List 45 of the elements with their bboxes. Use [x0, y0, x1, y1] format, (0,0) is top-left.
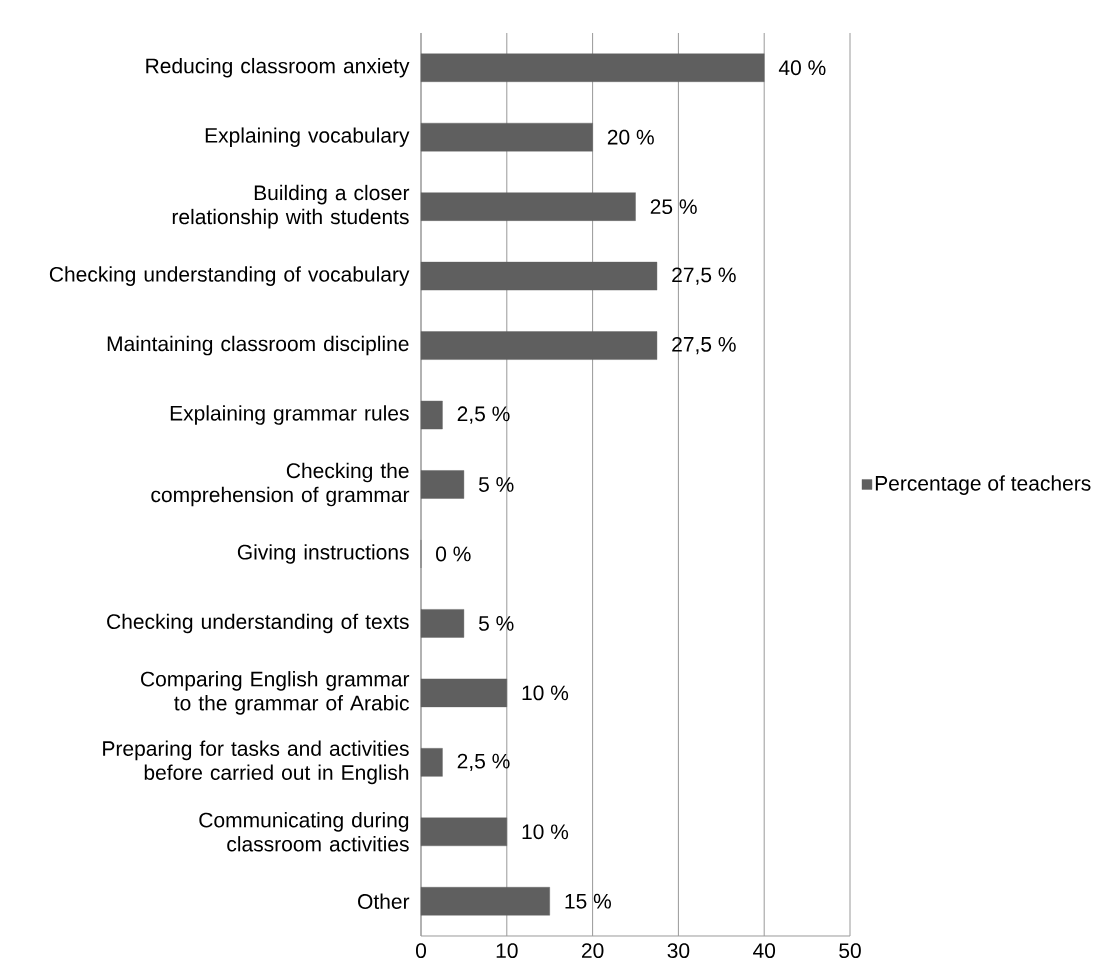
bar	[420, 400, 443, 430]
y-tick-label: Checking understanding of texts	[107, 613, 409, 634]
bar	[420, 53, 765, 82]
y-tick-label: Checking understanding of vocabulary	[49, 266, 410, 286]
data-label: 2,5 %	[457, 406, 510, 424]
data-label: 27,5 %	[672, 267, 736, 285]
y-tick-label: Explaining grammar rules	[170, 405, 409, 425]
bar	[420, 470, 465, 499]
y-tick-label: Giving instructions	[237, 544, 409, 564]
data-label: 5 %	[478, 477, 514, 492]
bar	[420, 887, 550, 916]
bar	[420, 678, 508, 708]
data-label: 20 %	[607, 129, 654, 145]
bar	[420, 817, 508, 846]
y-tick-label: Checking the comprehension of grammar	[151, 462, 410, 507]
data-label: 27,5 %	[672, 336, 736, 355]
legend-label: Percentage of teachers	[875, 475, 1091, 495]
x-tick-label: 40	[753, 943, 776, 959]
data-label: 10 %	[522, 824, 569, 840]
data-label: 10 %	[522, 685, 569, 701]
y-tick-label: Other	[358, 893, 410, 909]
y-tick-label: Comparing English grammar to the grammar of Arabic	[141, 671, 410, 715]
data-label: 5 %	[478, 616, 514, 631]
bar	[420, 748, 443, 777]
x-tick-label: 10	[496, 943, 518, 959]
data-label: 40 %	[778, 60, 826, 76]
x-tick-label: 20	[581, 943, 604, 959]
y-tick-label: Building a closer relationship with students	[172, 184, 410, 229]
data-label: 2,5 %	[457, 753, 510, 772]
bar	[420, 609, 465, 638]
data-label: 0 %	[436, 546, 471, 562]
y-tick-label: Communicating during classroom activities	[199, 812, 409, 852]
data-label: 25 %	[650, 199, 697, 215]
y-tick-label: Preparing for tasks and activities before carried out in English	[103, 740, 409, 785]
y-tick-label: Maintaining classroom discipline	[107, 335, 409, 356]
data-label: 15 %	[565, 893, 611, 909]
x-tick-label: 50	[839, 943, 861, 959]
x-tick-label: 30	[667, 943, 690, 959]
y-tick-label: Reducing classroom anxiety	[146, 57, 410, 78]
x-tick-label: 0	[415, 943, 427, 959]
bar	[420, 122, 593, 152]
y-tick-label: Explaining vocabulary	[205, 127, 410, 147]
bar	[420, 331, 658, 360]
bar	[420, 261, 658, 291]
bar	[420, 192, 636, 221]
